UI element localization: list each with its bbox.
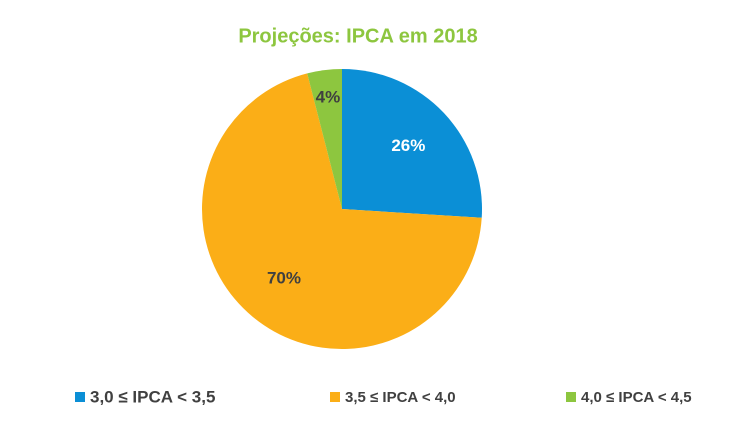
data-label: 70% [267, 269, 301, 288]
pie-slice [202, 73, 482, 349]
legend-label: 3,0 ≤ IPCA < 3,5 [90, 387, 215, 406]
legend-swatch [330, 392, 340, 402]
legend-label: 3,5 ≤ IPCA < 4,0 [345, 389, 456, 406]
legend-label: 4,0 ≤ IPCA < 4,5 [581, 389, 692, 406]
data-label: 4% [316, 87, 341, 106]
pie-slice [307, 69, 342, 209]
chart-title: Projeções: IPCA em 2018 [238, 25, 477, 47]
legend-swatch [566, 392, 576, 402]
legend-swatch [75, 392, 85, 402]
data-label: 26% [391, 136, 425, 155]
pie-slice [342, 69, 482, 218]
